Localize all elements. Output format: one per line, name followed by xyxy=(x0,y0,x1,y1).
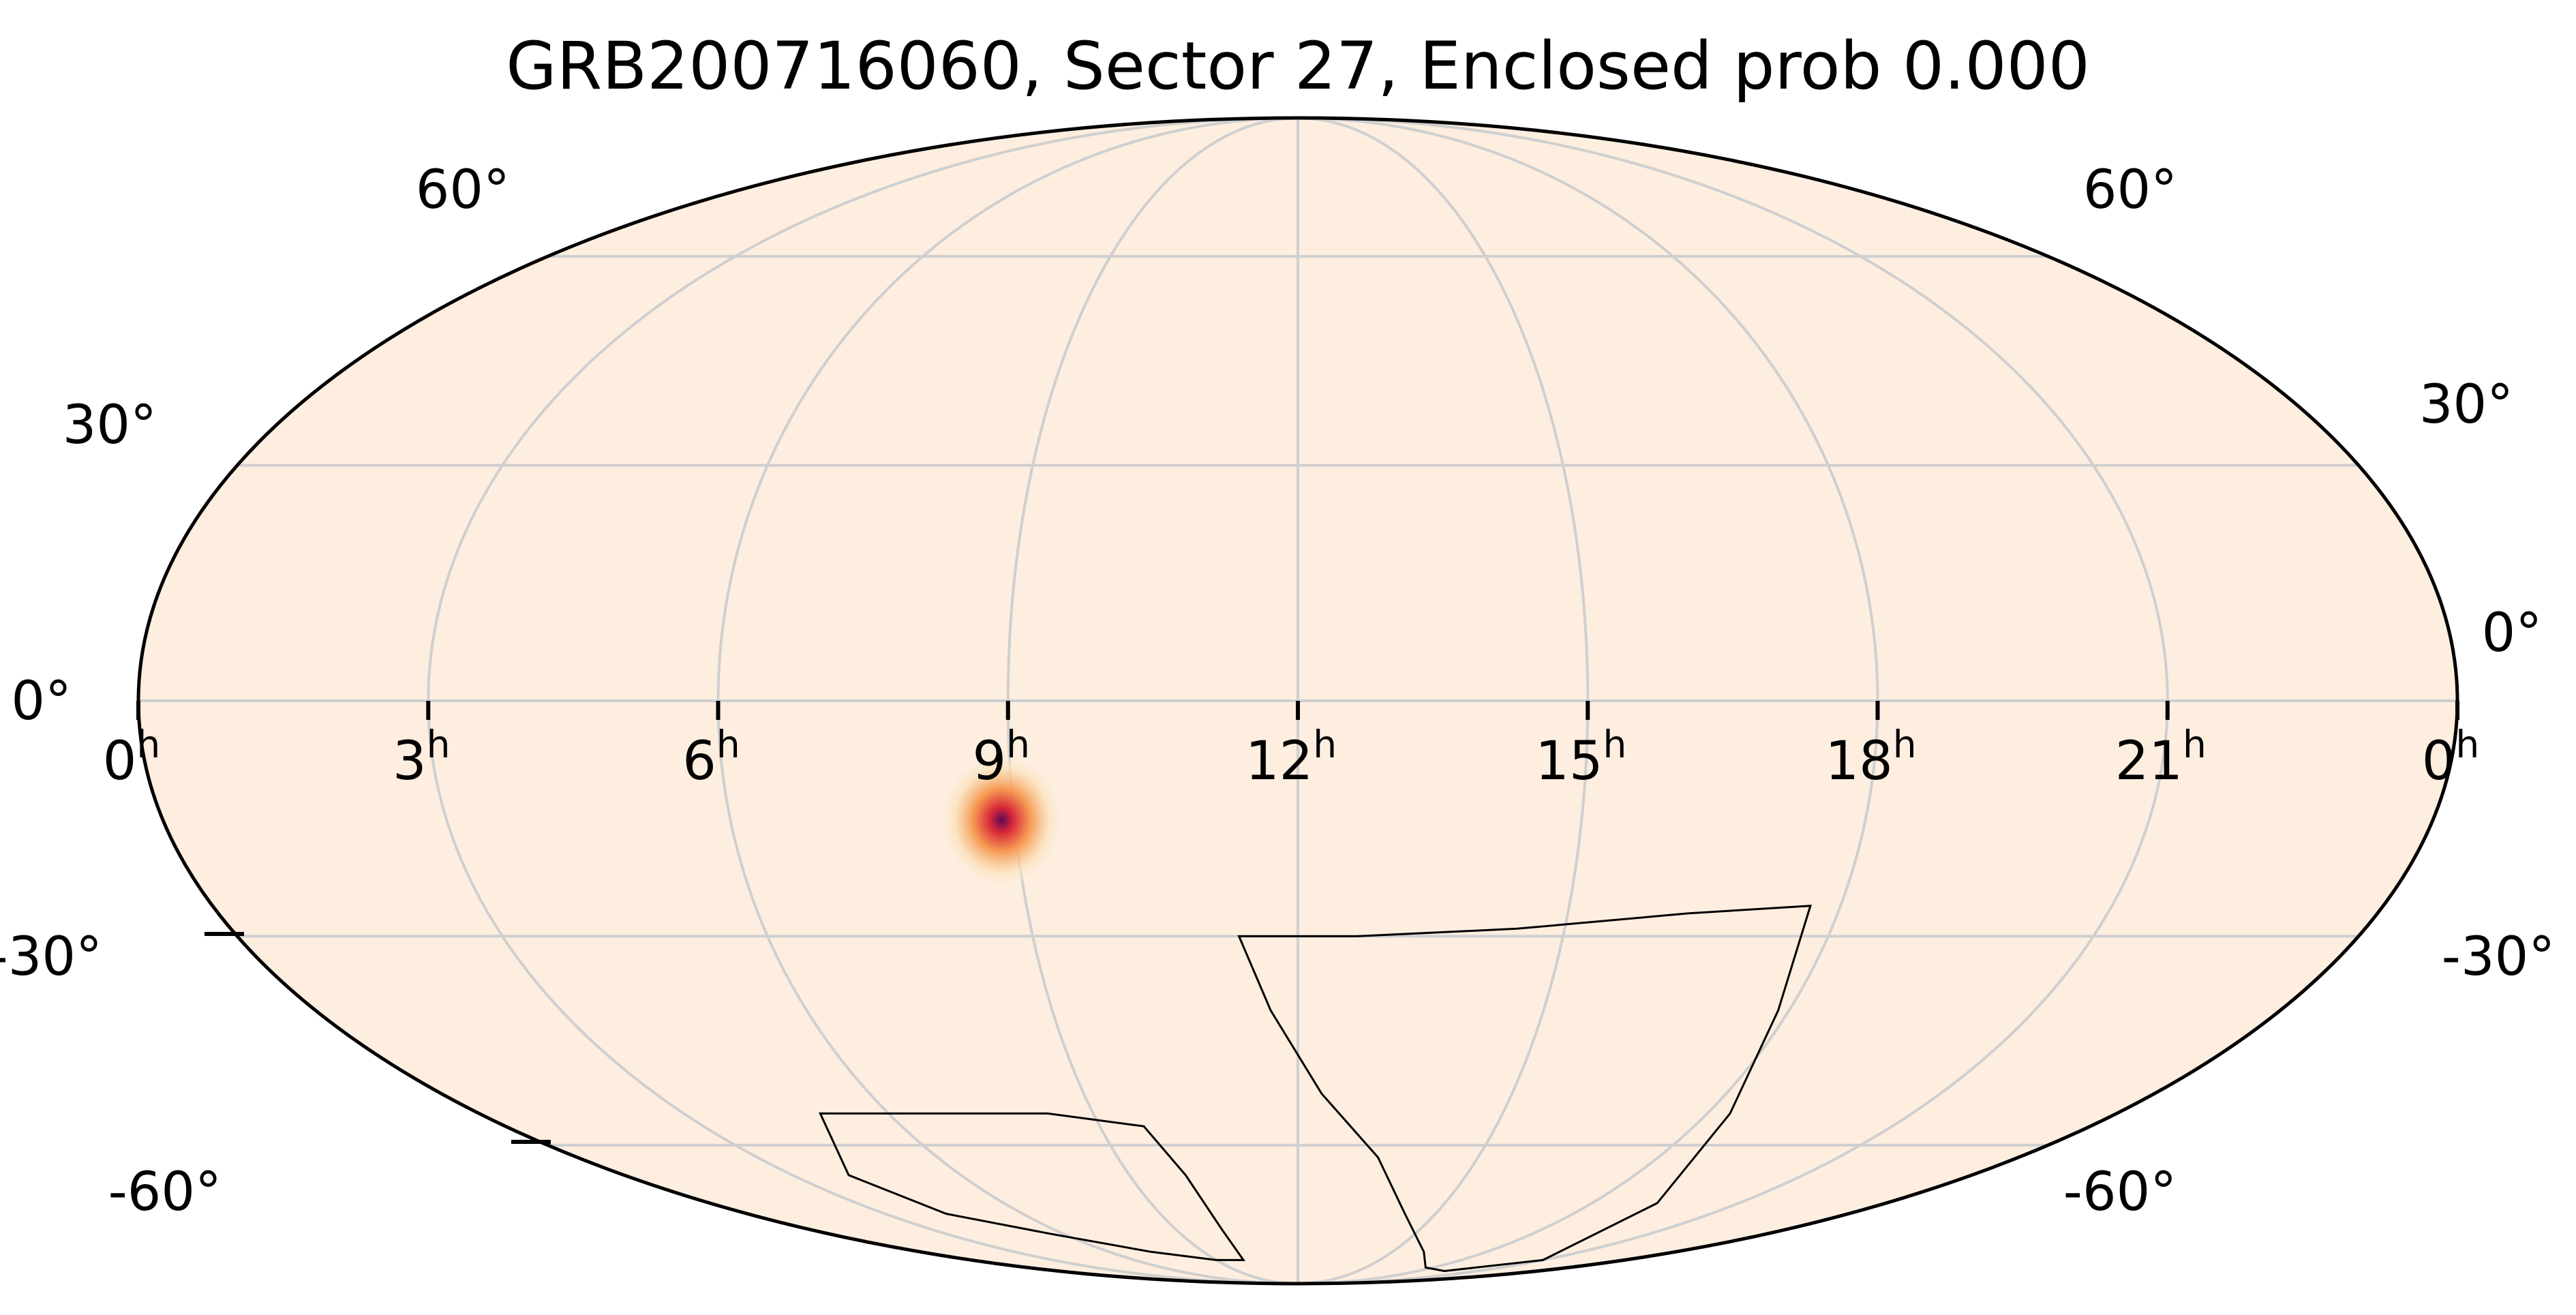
ra-tick-unit: h xyxy=(1893,723,1917,766)
dec-tick-label-left: 60° xyxy=(416,160,510,221)
ra-tick-unit: h xyxy=(136,723,160,766)
dec-tick-label-right: 30° xyxy=(2419,374,2513,436)
tess-footprints xyxy=(818,905,1812,1273)
footprint-camera-b xyxy=(818,1112,1245,1261)
dec-tick-label-left: 0° xyxy=(11,671,72,732)
dec-tick-label-left: 30° xyxy=(63,395,157,456)
ra-tick-unit: h xyxy=(1006,723,1030,766)
ra-tick-unit: h xyxy=(2183,723,2207,766)
ra-tick-unit: h xyxy=(1313,723,1337,766)
footprint-camera-a xyxy=(1237,905,1812,1273)
ra-tick-unit: h xyxy=(716,723,740,766)
dec-tick-label-right: -60° xyxy=(2063,1162,2177,1223)
dec-tick-label-right: 60° xyxy=(2083,160,2177,221)
ra-tick-unit: h xyxy=(1603,723,1626,766)
dec-tick-label-left: -60° xyxy=(108,1162,222,1223)
dec-tick-label-right: -30° xyxy=(2442,926,2555,988)
dec-tick-label-left: -30° xyxy=(0,926,102,988)
chart-title: GRB200716060, Sector 27, Enclosed prob 0… xyxy=(506,28,2090,104)
dec-tick-label-right: 0° xyxy=(2482,603,2543,664)
localization-blob xyxy=(938,750,1065,890)
ra-tick-label: 0h xyxy=(2422,723,2480,792)
ra-tick-unit: h xyxy=(2455,723,2479,766)
ra-tick-unit: h xyxy=(427,723,451,766)
